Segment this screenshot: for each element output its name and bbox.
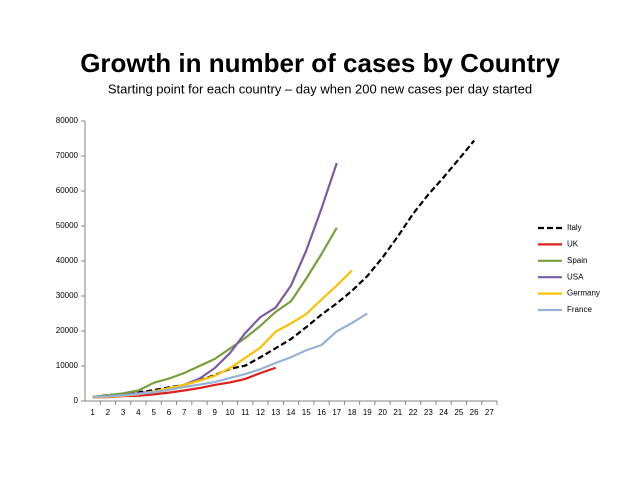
x-tick-label: 18 xyxy=(348,408,357,417)
chart-title: Growth in number of cases by Country xyxy=(80,48,560,78)
y-tick-label: 80000 xyxy=(56,116,79,125)
x-tick-label: 24 xyxy=(439,408,448,417)
legend-label: USA xyxy=(567,272,584,281)
legend-label: Italy xyxy=(567,223,582,232)
y-tick-label: 30000 xyxy=(56,291,79,300)
chart-subtitle: Starting point for each country – day wh… xyxy=(108,81,532,96)
x-tick-label: 16 xyxy=(317,408,326,417)
x-tick-label: 3 xyxy=(121,408,126,417)
y-tick-label: 50000 xyxy=(56,221,79,230)
y-tick-label: 40000 xyxy=(56,256,79,265)
x-tick-label: 22 xyxy=(409,408,418,417)
x-tick-label: 6 xyxy=(167,408,172,417)
x-tick-label: 15 xyxy=(302,408,311,417)
x-tick-label: 13 xyxy=(271,408,280,417)
legend-label: Spain xyxy=(567,256,587,265)
x-tick-label: 19 xyxy=(363,408,372,417)
x-tick-label: 26 xyxy=(470,408,479,417)
x-tick-label: 2 xyxy=(106,408,111,417)
x-tick-label: 7 xyxy=(182,408,187,417)
x-tick-label: 17 xyxy=(332,408,341,417)
y-tick-label: 20000 xyxy=(56,326,79,335)
x-tick-label: 21 xyxy=(393,408,402,417)
x-tick-label: 4 xyxy=(136,408,141,417)
x-tick-label: 10 xyxy=(226,408,235,417)
x-tick-label: 23 xyxy=(424,408,433,417)
x-tick-label: 12 xyxy=(256,408,265,417)
x-tick-label: 8 xyxy=(197,408,202,417)
y-tick-label: 10000 xyxy=(56,361,79,370)
x-tick-label: 5 xyxy=(151,408,156,417)
y-tick-label: 60000 xyxy=(56,186,79,195)
series-line xyxy=(92,269,353,399)
x-tick-label: 9 xyxy=(212,408,217,417)
y-tick-label: 70000 xyxy=(56,151,79,160)
x-tick-label: 25 xyxy=(454,408,463,417)
x-tick-label: 14 xyxy=(287,408,296,417)
series-line xyxy=(92,227,338,398)
series-line xyxy=(92,162,338,399)
legend-label: Germany xyxy=(567,289,600,298)
x-tick-label: 1 xyxy=(90,408,95,417)
x-tick-label: 11 xyxy=(241,408,250,417)
series-line xyxy=(92,139,475,399)
y-tick-label: 0 xyxy=(74,396,79,405)
series-line xyxy=(92,312,368,399)
x-tick-label: 27 xyxy=(485,408,494,417)
legend-label: UK xyxy=(567,240,579,249)
legend-label: France xyxy=(567,305,592,314)
x-tick-label: 20 xyxy=(378,408,387,417)
